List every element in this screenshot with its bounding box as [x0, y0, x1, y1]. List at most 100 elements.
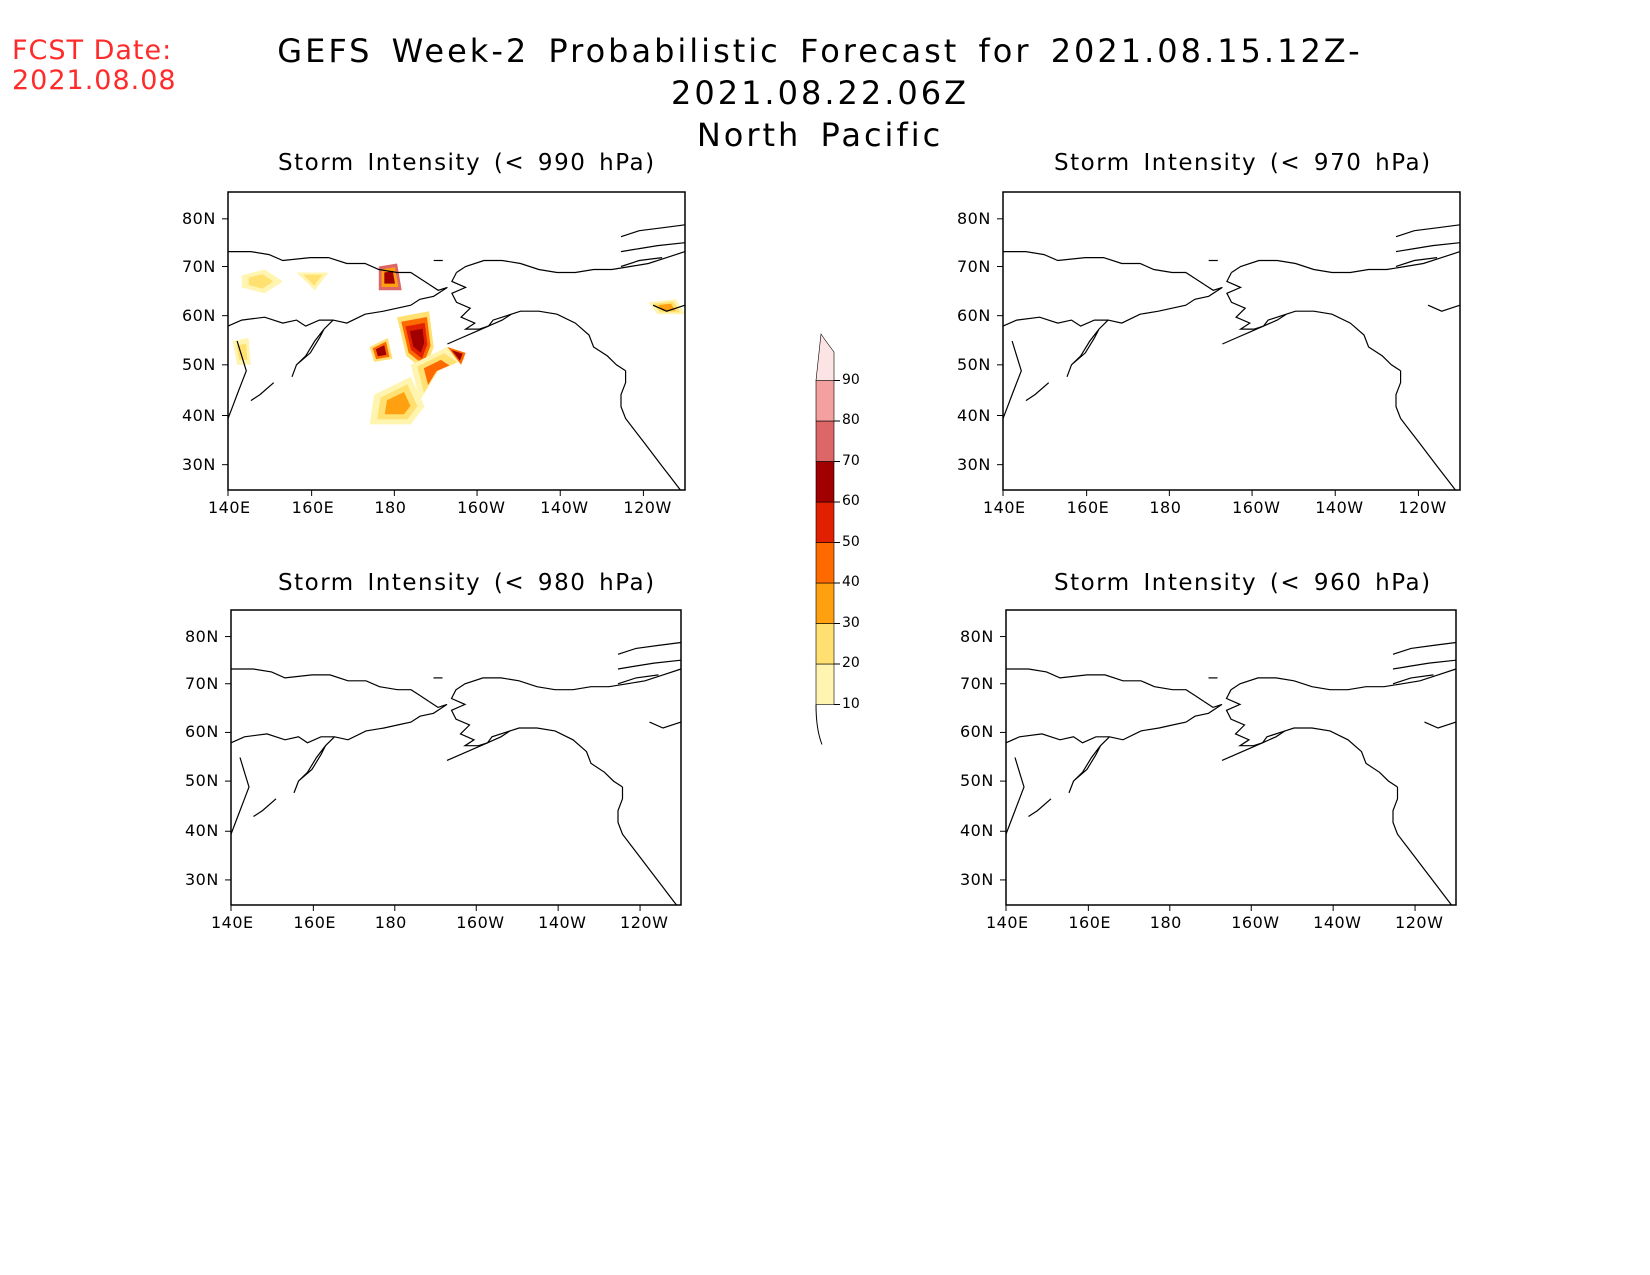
map-frame: [227, 191, 686, 491]
map-plot: [1000, 609, 1457, 911]
coastline: [227, 283, 448, 327]
lat-label: 40N: [185, 821, 219, 841]
coastline: [1002, 340, 1022, 419]
forecast-date: FCST Date: 2021.08.08: [12, 36, 177, 96]
coastline: [1005, 757, 1025, 835]
coastline: [620, 370, 681, 491]
coastline: [230, 700, 448, 744]
map-plot: [222, 191, 686, 496]
coastline: [1392, 641, 1457, 655]
coastline: [1066, 319, 1109, 378]
lat-label: 50N: [185, 771, 219, 791]
panel-title: Storm Intensity (< 970 hPa): [1054, 150, 1432, 176]
lon-label: 140W: [1315, 498, 1364, 517]
coastline: [450, 689, 623, 788]
lon-label: 160W: [1232, 498, 1281, 517]
coastline: [1003, 250, 1205, 285]
coastline: [620, 257, 663, 268]
coastline: [649, 721, 682, 729]
coastline: [620, 242, 686, 253]
colorbar-segment-30: [815, 582, 835, 624]
lon-label: 140W: [1313, 913, 1362, 932]
colorbar-segment-20: [815, 623, 835, 665]
lat-label: 70N: [185, 673, 219, 693]
lon-label: 140W: [538, 913, 587, 932]
lon-label: 160E: [1068, 913, 1111, 932]
probability-region-2-level-4: [409, 328, 425, 353]
coastline: [617, 659, 682, 670]
coastline: [1395, 242, 1461, 253]
lat-label: 30N: [960, 869, 994, 889]
lat-label: 40N: [182, 405, 216, 425]
forecast-date-label: FCST Date:: [12, 35, 173, 66]
coastline: [652, 304, 686, 312]
lat-label: 60N: [957, 305, 991, 325]
coastline: [1225, 689, 1398, 788]
lat-label: 60N: [960, 722, 994, 742]
colorbar-label: 60: [842, 493, 860, 509]
coastline: [228, 250, 430, 285]
lon-label: 160W: [457, 498, 506, 517]
coastline: [231, 668, 430, 702]
coastline: [1221, 730, 1286, 761]
probability-region-1-level-3: [384, 271, 395, 284]
coastline: [1226, 272, 1401, 372]
coastline: [1427, 304, 1461, 312]
lat-label: 40N: [960, 821, 994, 841]
lon-label: 140W: [540, 498, 589, 517]
lat-label: 80N: [185, 626, 219, 646]
lon-label: 140E: [211, 913, 254, 932]
coastline: [1392, 659, 1457, 670]
colorbar-label: 10: [842, 695, 860, 712]
coastline: [227, 340, 247, 419]
colorbar-label: 80: [842, 412, 860, 428]
probability-region-4-level-3: [384, 392, 411, 415]
lat-label: 80N: [957, 208, 991, 228]
probability-region-8-level-2: [303, 274, 323, 286]
lat-label: 50N: [957, 354, 991, 374]
coastline: [230, 757, 250, 835]
lat-label: 60N: [185, 722, 219, 742]
page-title: GEFS Week-2 Probabilistic Forecast for 2…: [200, 30, 1440, 156]
coastline: [446, 730, 511, 761]
colorbar-segment-70: [815, 420, 835, 462]
colorbar-label: 90: [842, 371, 860, 388]
lat-label: 80N: [960, 626, 994, 646]
lon-label: 160E: [291, 498, 335, 517]
title-region: North Pacific: [696, 116, 944, 154]
panel-title: Storm Intensity (< 980 hPa): [278, 570, 656, 596]
colorbar-label: 30: [842, 614, 860, 631]
lon-label: 180: [1149, 498, 1182, 517]
lon-label: 160W: [1231, 913, 1280, 932]
coastline: [1068, 736, 1110, 794]
coastline: [447, 313, 512, 345]
map-plot: [225, 609, 682, 911]
coastline: [291, 319, 334, 378]
probability-region-7-level-2: [248, 274, 274, 289]
lon-label: 120W: [1395, 913, 1444, 932]
lon-label: 160W: [456, 913, 505, 932]
map-frame: [230, 609, 682, 906]
coastline: [253, 798, 277, 818]
coastline: [1392, 674, 1434, 685]
lat-label: 30N: [182, 454, 216, 474]
lat-label: 70N: [957, 256, 991, 276]
lon-label: 140E: [208, 498, 251, 517]
map-plot: [997, 191, 1461, 496]
coastline: [1028, 798, 1052, 818]
lat-label: 60N: [182, 305, 216, 325]
coastline: [1005, 700, 1223, 744]
panel-title: Storm Intensity (< 960 hPa): [1054, 570, 1432, 596]
probability-region-3-level-2: [417, 353, 458, 393]
colorbar-segment-90: [815, 333, 835, 381]
coastline: [1392, 787, 1452, 906]
colorbar-segment-50: [815, 501, 835, 543]
lat-label: 50N: [182, 354, 216, 374]
coastline: [620, 224, 686, 238]
lat-label: 70N: [182, 256, 216, 276]
coastline: [1395, 224, 1461, 238]
coastline: [455, 668, 682, 691]
colorbar-graphic: [815, 333, 840, 745]
lon-label: 140E: [983, 498, 1026, 517]
coastline: [1395, 370, 1456, 491]
